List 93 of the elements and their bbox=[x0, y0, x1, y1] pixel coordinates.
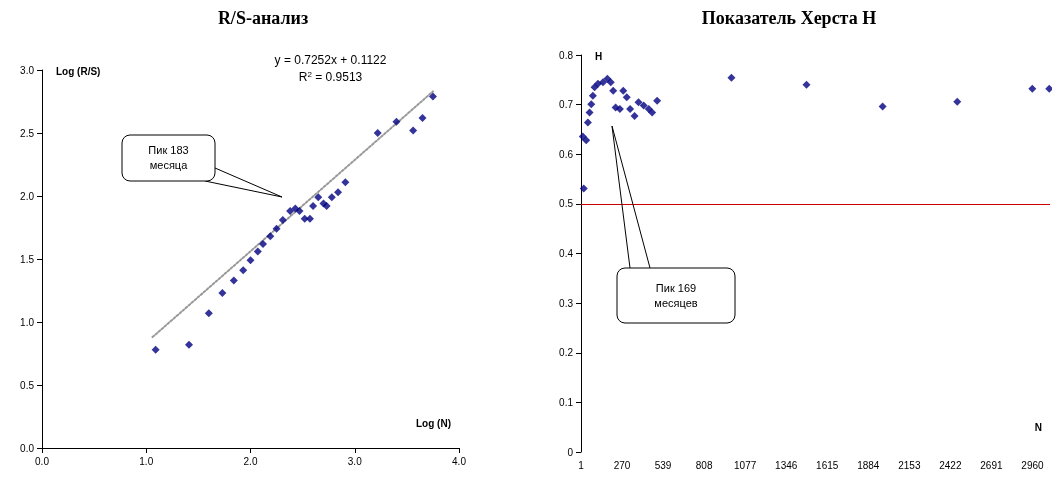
y-tick-label: 2.0 bbox=[20, 190, 35, 202]
point bbox=[278, 215, 287, 224]
x-tick-label: 539 bbox=[654, 459, 672, 471]
point bbox=[578, 132, 587, 141]
point bbox=[184, 340, 193, 349]
point bbox=[727, 73, 736, 82]
y-tick-label: 0.8 bbox=[559, 49, 574, 61]
y-tick-label: 0 bbox=[567, 446, 574, 458]
point bbox=[588, 91, 597, 100]
x-tick-label: 3.0 bbox=[347, 455, 363, 467]
x-tick-label: 808 bbox=[695, 459, 713, 471]
point bbox=[272, 224, 281, 233]
x-tick-label: 1884 bbox=[857, 459, 880, 471]
point bbox=[583, 118, 592, 127]
point bbox=[246, 256, 255, 265]
x-tick-label: 0.0 bbox=[35, 455, 50, 467]
point bbox=[295, 207, 304, 216]
point bbox=[253, 247, 262, 256]
point bbox=[1028, 84, 1037, 93]
chart-title: Показатель Херста H bbox=[701, 8, 877, 28]
x-axis-title: N bbox=[1034, 421, 1043, 433]
x-tick-label: 1077 bbox=[734, 459, 757, 471]
y-tick-label: 3.0 bbox=[20, 64, 35, 76]
point bbox=[587, 100, 596, 109]
x-tick-label: 270 bbox=[613, 459, 631, 471]
point bbox=[609, 86, 618, 95]
point bbox=[218, 289, 227, 298]
point bbox=[291, 204, 300, 213]
point bbox=[582, 136, 591, 145]
y-tick-label: 0.5 bbox=[559, 198, 574, 210]
x-axis-title: Log (N) bbox=[416, 417, 452, 429]
point bbox=[878, 102, 887, 111]
point bbox=[239, 266, 248, 275]
point bbox=[259, 239, 268, 248]
y-tick-label: 0.3 bbox=[559, 297, 574, 309]
y-tick-label: 0.5 bbox=[20, 379, 35, 391]
point bbox=[626, 105, 635, 114]
point bbox=[151, 345, 160, 354]
point bbox=[619, 86, 628, 95]
point bbox=[229, 276, 238, 285]
y-tick-label: 0.0 bbox=[20, 442, 35, 454]
point bbox=[585, 108, 594, 117]
x-tick-label: 1346 bbox=[775, 459, 798, 471]
point bbox=[802, 80, 811, 89]
annotation: Пик 183 месяца bbox=[147, 143, 190, 173]
point bbox=[1045, 84, 1052, 93]
x-tick-label: 1 bbox=[578, 459, 585, 471]
y-tick-label: 0.4 bbox=[559, 248, 574, 259]
x-tick-label: 2422 bbox=[939, 459, 962, 471]
point bbox=[266, 232, 275, 241]
x-tick-label: 4.0 bbox=[452, 455, 467, 467]
point bbox=[314, 193, 323, 202]
x-tick-label: 1615 bbox=[816, 459, 839, 471]
point bbox=[630, 112, 639, 121]
annotation: Пик 169 месяцев bbox=[653, 280, 699, 311]
point bbox=[428, 92, 437, 101]
x-tick-label: 2691 bbox=[980, 459, 1003, 471]
point bbox=[634, 98, 643, 107]
chart-title: R/S-анализ bbox=[217, 8, 309, 28]
y-axis-title: Log (R/S) bbox=[56, 65, 101, 77]
x-tick-label: 2.0 bbox=[243, 455, 258, 467]
point bbox=[392, 117, 401, 126]
x-tick-label: 2153 bbox=[898, 459, 921, 471]
point bbox=[418, 113, 427, 122]
point bbox=[953, 97, 962, 106]
point bbox=[615, 105, 624, 114]
point bbox=[204, 309, 213, 318]
y-tick-label: 2.5 bbox=[20, 127, 35, 139]
point bbox=[606, 78, 615, 87]
point bbox=[327, 193, 336, 202]
y-tick-label: 0.7 bbox=[559, 99, 574, 111]
point bbox=[309, 202, 318, 211]
y-tick-label: 0.1 bbox=[559, 396, 574, 408]
point bbox=[286, 207, 295, 216]
y-tick-label: 1.5 bbox=[20, 253, 35, 265]
y-tick-label: 1.0 bbox=[20, 316, 35, 328]
point bbox=[648, 108, 657, 117]
point bbox=[341, 178, 350, 187]
y-tick-label: 0.2 bbox=[559, 347, 574, 359]
point bbox=[579, 184, 588, 193]
point bbox=[653, 96, 662, 105]
point bbox=[639, 101, 648, 110]
x-tick-label: 1.0 bbox=[139, 455, 154, 467]
point bbox=[598, 78, 607, 87]
point bbox=[373, 129, 382, 137]
point bbox=[334, 188, 343, 197]
point bbox=[305, 214, 314, 223]
point bbox=[409, 126, 418, 135]
point bbox=[622, 93, 631, 102]
y-axis-title: H bbox=[595, 50, 603, 62]
x-tick-label: 2960 bbox=[1021, 459, 1045, 471]
y-tick-label: 0.6 bbox=[559, 148, 574, 160]
text: y = 0.7252x + 0.1122 bbox=[274, 53, 387, 67]
